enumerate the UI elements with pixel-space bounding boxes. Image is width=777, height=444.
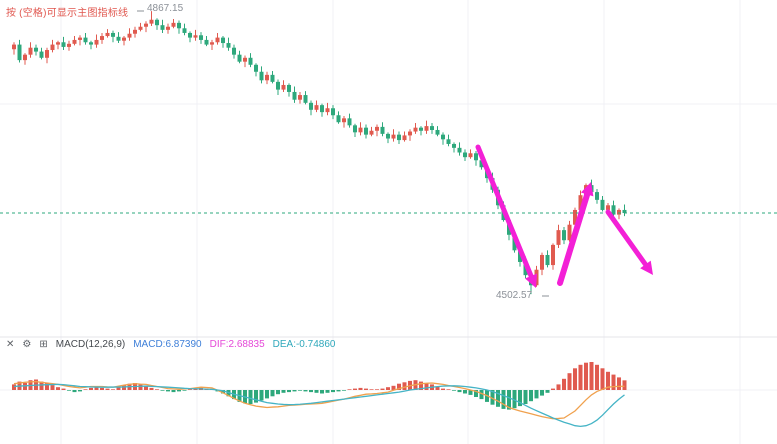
high-price-label: 4867.15 (147, 3, 184, 14)
low-price-label: 4502.57 (496, 290, 533, 301)
price-extreme-ticks (137, 10, 549, 297)
candlestick-series (12, 11, 627, 295)
keyboard-hint-text: 按 (空格)可显示主图指标线 (6, 8, 129, 19)
trend-annotation-arrows (475, 144, 653, 288)
dea-line (13, 383, 625, 428)
close-icon[interactable]: ✕ (6, 338, 15, 350)
expand-icon[interactable]: ⊞ (39, 338, 48, 350)
dif-value: DIF:2.68835 (209, 339, 265, 350)
indicator-header: ✕ ⚙ ⊞ MACD(12,26,9) MACD:6.87390 DIF:2.6… (6, 339, 335, 350)
indicator-name: MACD(12,26,9) (55, 339, 126, 350)
settings-gear-icon[interactable]: ⚙ (22, 338, 32, 350)
macd-value: MACD:6.87390 (133, 339, 202, 350)
dea-value: DEA:-0.74860 (272, 339, 336, 350)
